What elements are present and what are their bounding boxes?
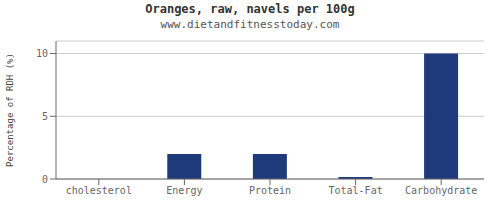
svg-text:Carbohydrate: Carbohydrate [405,185,477,196]
svg-text:Total-Fat: Total-Fat [329,185,383,196]
html-text:Oranges, raw, navels per 100g: Oranges, raw, navels per 100g [145,2,355,16]
html-text:www.dietandfitnesstoday.com: www.dietandfitnesstoday.com [160,18,340,31]
svg-text:Protein: Protein [249,185,291,196]
svg-text:5: 5 [42,111,48,122]
svg-text:cholesterol: cholesterol [66,185,132,196]
svg-text:Percentage of RDH (%): Percentage of RDH (%) [8,53,15,167]
svg-text:10: 10 [36,48,48,59]
svg-text:0: 0 [42,174,48,185]
svg-text:Energy: Energy [166,185,202,196]
